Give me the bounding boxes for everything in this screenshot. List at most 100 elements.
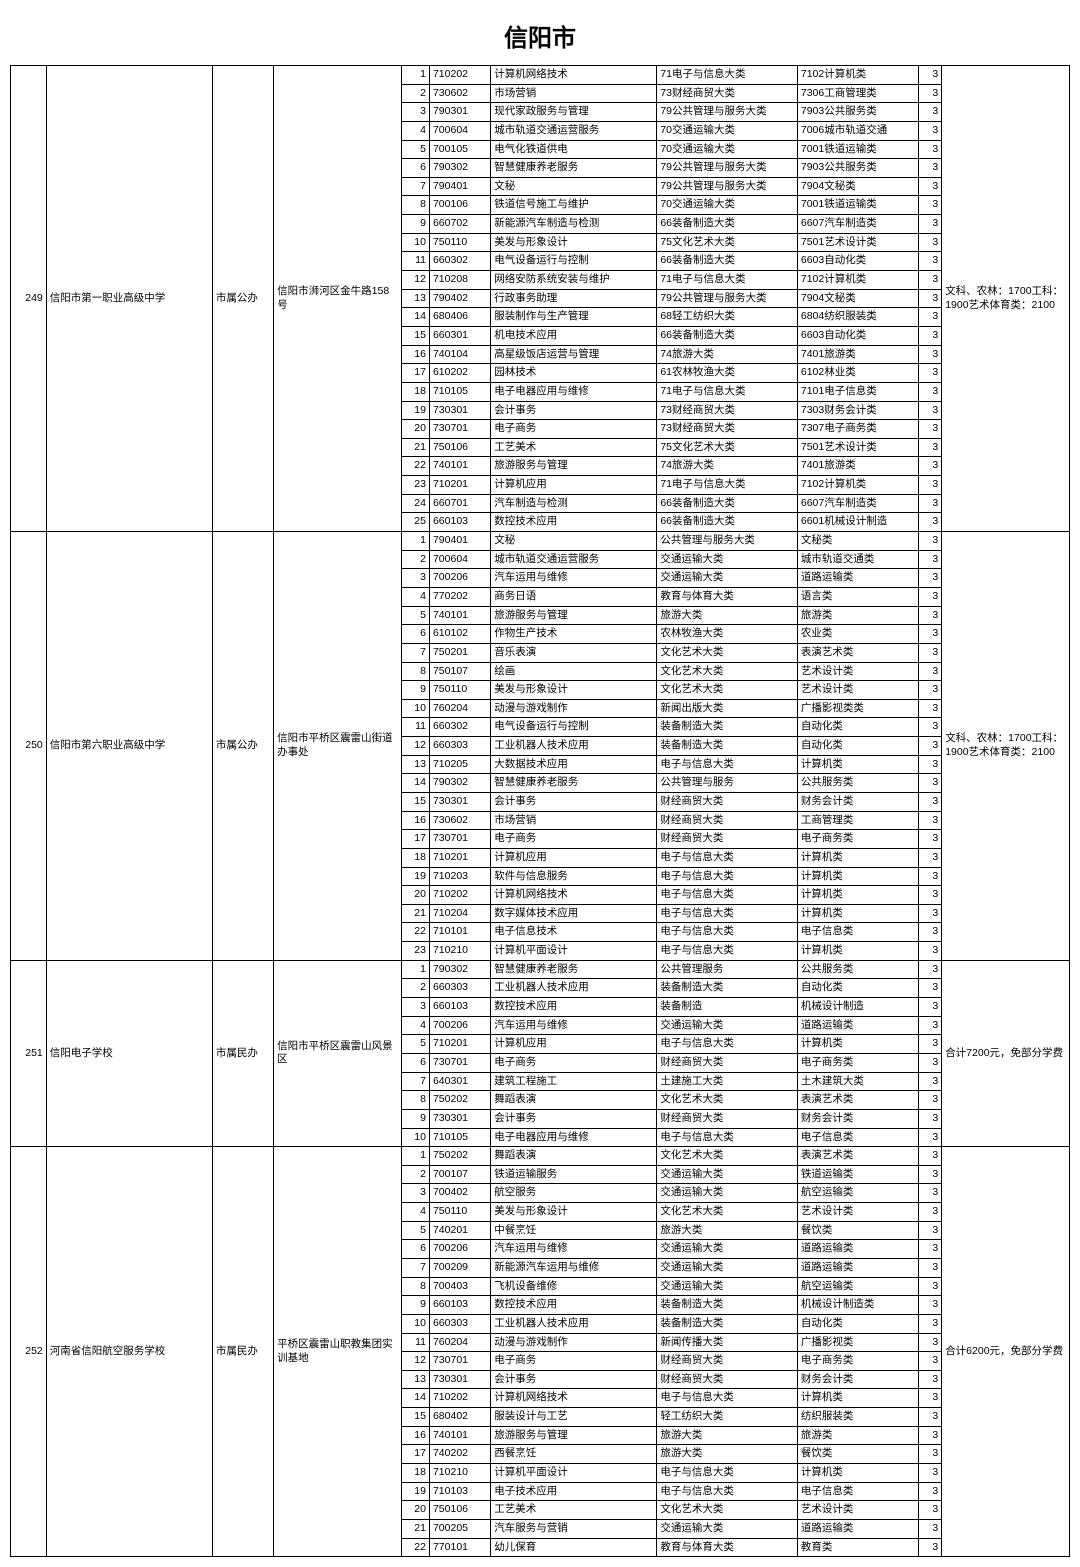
row-code: 700403	[429, 1277, 490, 1296]
row-seq: 22	[401, 457, 429, 476]
row-seq: 1	[401, 1147, 429, 1166]
row-code: 750110	[429, 681, 490, 700]
row-category1: 装备制造大类	[657, 979, 798, 998]
row-category2: 道路运输类	[797, 1259, 918, 1278]
row-program: 舞蹈表演	[491, 1147, 657, 1166]
row-category1: 电子与信息大类	[657, 1389, 798, 1408]
row-years: 3	[919, 737, 942, 756]
row-category1: 75文化艺术大类	[657, 233, 798, 252]
row-category1: 74旅游大类	[657, 345, 798, 364]
row-code: 730701	[429, 1053, 490, 1072]
row-code: 710202	[429, 1389, 490, 1408]
row-program: 舞蹈表演	[491, 1091, 657, 1110]
row-category2: 财务会计类	[797, 1109, 918, 1128]
row-years: 3	[919, 681, 942, 700]
row-category2: 电子信息类	[797, 923, 918, 942]
row-seq: 16	[401, 345, 429, 364]
row-seq: 9	[401, 215, 429, 234]
row-category1: 交通运输大类	[657, 1240, 798, 1259]
row-program: 航空服务	[491, 1184, 657, 1203]
row-category1: 66装备制造大类	[657, 215, 798, 234]
row-years: 3	[919, 606, 942, 625]
row-category1: 旅游大类	[657, 1426, 798, 1445]
row-category1: 轻工纺织大类	[657, 1408, 798, 1427]
row-category1: 土建施工大类	[657, 1072, 798, 1091]
row-category2: 电子商务类	[797, 1053, 918, 1072]
row-years: 3	[919, 755, 942, 774]
row-years: 3	[919, 1314, 942, 1333]
row-years: 3	[919, 718, 942, 737]
row-program: 汽车运用与维修	[491, 1240, 657, 1259]
row-years: 3	[919, 252, 942, 271]
row-program: 工业机器人技术应用	[491, 1314, 657, 1333]
row-program: 电子商务	[491, 1352, 657, 1371]
row-category2: 财务会计类	[797, 1370, 918, 1389]
row-code: 750106	[429, 438, 490, 457]
row-years: 3	[919, 382, 942, 401]
row-category1: 79公共管理与服务大类	[657, 289, 798, 308]
row-code: 660103	[429, 513, 490, 532]
row-program: 市场营销	[491, 84, 657, 103]
row-code: 660702	[429, 215, 490, 234]
row-years: 3	[919, 1352, 942, 1371]
school-name: 河南省信阳航空服务学校	[46, 1147, 212, 1557]
row-code: 790401	[429, 532, 490, 551]
row-category2: 自动化类	[797, 1314, 918, 1333]
row-category1: 装备制造大类	[657, 718, 798, 737]
row-category2: 7401旅游类	[797, 345, 918, 364]
row-years: 3	[919, 998, 942, 1017]
row-category1: 66装备制造大类	[657, 494, 798, 513]
row-category1: 文化艺术大类	[657, 643, 798, 662]
row-code: 700604	[429, 121, 490, 140]
row-category2: 7102计算机类	[797, 476, 918, 495]
row-seq: 25	[401, 513, 429, 532]
row-category2: 表演艺术类	[797, 1091, 918, 1110]
row-years: 3	[919, 1296, 942, 1315]
row-program: 服装制作与生产管理	[491, 308, 657, 327]
row-program: 智慧健康养老服务	[491, 774, 657, 793]
row-seq: 11	[401, 718, 429, 737]
row-category1: 68轻工纺织大类	[657, 308, 798, 327]
row-years: 3	[919, 215, 942, 234]
row-code: 730301	[429, 1109, 490, 1128]
row-program: 汽车运用与维修	[491, 1016, 657, 1035]
row-category1: 73财经商贸大类	[657, 401, 798, 420]
row-seq: 18	[401, 1464, 429, 1483]
row-category2: 计算机类	[797, 1035, 918, 1054]
row-code: 740201	[429, 1221, 490, 1240]
row-years: 3	[919, 923, 942, 942]
row-years: 3	[919, 1519, 942, 1538]
row-code: 610202	[429, 364, 490, 383]
row-code: 700206	[429, 1016, 490, 1035]
row-years: 3	[919, 904, 942, 923]
row-program: 计算机网络技术	[491, 886, 657, 905]
row-category2: 计算机类	[797, 942, 918, 961]
row-years: 3	[919, 587, 942, 606]
row-category2: 计算机类	[797, 1464, 918, 1483]
row-program: 会计事务	[491, 401, 657, 420]
row-category2: 文秘类	[797, 532, 918, 551]
row-code: 710105	[429, 1128, 490, 1147]
row-program: 数控技术应用	[491, 1296, 657, 1315]
row-category1: 旅游大类	[657, 1221, 798, 1240]
row-code: 760204	[429, 1333, 490, 1352]
row-code: 700604	[429, 550, 490, 569]
row-category1: 装备制造	[657, 998, 798, 1017]
row-seq: 6	[401, 625, 429, 644]
row-program: 汽车运用与维修	[491, 569, 657, 588]
row-program: 工业机器人技术应用	[491, 979, 657, 998]
row-code: 760204	[429, 699, 490, 718]
row-category2: 7306工商管理类	[797, 84, 918, 103]
row-years: 3	[919, 121, 942, 140]
row-seq: 8	[401, 1277, 429, 1296]
row-category1: 财经商贸大类	[657, 1109, 798, 1128]
row-years: 3	[919, 942, 942, 961]
row-years: 3	[919, 233, 942, 252]
row-seq: 7	[401, 1259, 429, 1278]
row-category2: 7501艺术设计类	[797, 233, 918, 252]
row-code: 710205	[429, 755, 490, 774]
row-program: 旅游服务与管理	[491, 1426, 657, 1445]
row-category2: 教育类	[797, 1538, 918, 1557]
row-category2: 艺术设计类	[797, 662, 918, 681]
row-seq: 9	[401, 1296, 429, 1315]
